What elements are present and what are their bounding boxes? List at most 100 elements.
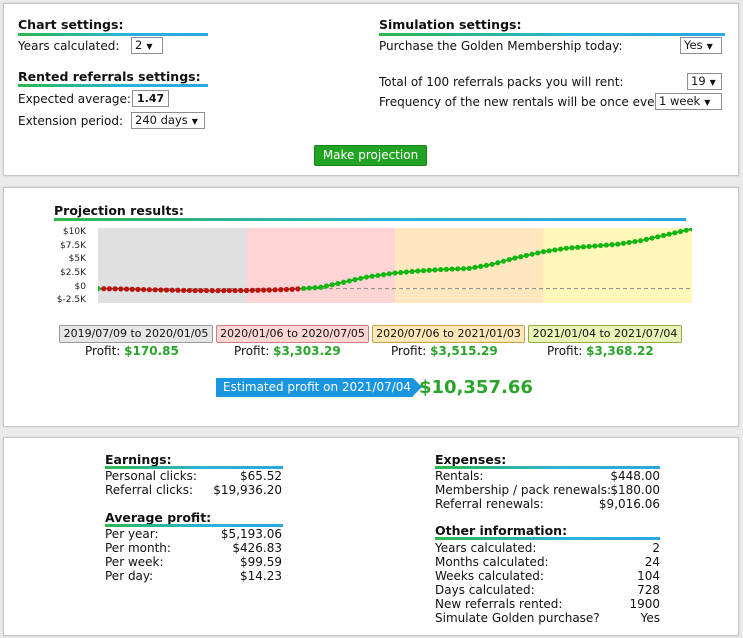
- data-point: [363, 274, 370, 280]
- extension-period-select[interactable]: 240 days ▼: [131, 112, 205, 129]
- data-point: [238, 287, 244, 294]
- data-point: [666, 231, 672, 237]
- data-point: [415, 268, 421, 274]
- stat-value: $14.23: [240, 569, 282, 583]
- stat-value: $180.00: [610, 483, 660, 497]
- data-point: [101, 286, 107, 292]
- average-profit-title: Average profit:: [105, 510, 212, 525]
- stat-value: $19,936.20: [213, 483, 282, 497]
- data-point: [98, 285, 101, 292]
- earnings-title: Earnings:: [105, 452, 172, 467]
- data-point: [209, 288, 215, 294]
- stat-value: Yes: [640, 611, 660, 625]
- expected-average-input[interactable]: 1.47: [132, 90, 170, 107]
- stat-value: 24: [644, 555, 660, 569]
- stat-value: $426.83: [232, 541, 282, 555]
- data-point: [329, 282, 335, 288]
- y-tick-label: $5K: [68, 254, 86, 264]
- stat-label: Weeks calculated:: [435, 569, 544, 583]
- data-point: [443, 266, 450, 272]
- period-profit-3: Profit: $3,515.29: [391, 344, 498, 358]
- chart-period-band: [395, 228, 544, 303]
- profit-label: Profit:: [85, 344, 121, 358]
- data-point: [689, 228, 692, 232]
- years-label: Years calculated:: [18, 39, 120, 53]
- extension-period-value: 240 days: [135, 113, 188, 127]
- data-point: [129, 286, 135, 292]
- data-point: [472, 264, 478, 270]
- stat-value: $99.59: [240, 555, 282, 569]
- data-point: [203, 287, 210, 294]
- data-point: [141, 286, 147, 293]
- data-point: [438, 266, 444, 273]
- other-info-title: Other information:: [435, 523, 568, 538]
- period-tab-2[interactable]: 2020/01/06 to 2020/07/05: [216, 325, 369, 343]
- golden-membership-select[interactable]: Yes ▼: [680, 37, 722, 54]
- data-point: [215, 288, 221, 294]
- data-point: [683, 228, 689, 233]
- data-point: [266, 287, 272, 293]
- data-point: [323, 283, 330, 289]
- data-point: [529, 251, 535, 257]
- data-point: [535, 250, 541, 256]
- data-point: [340, 279, 347, 285]
- data-point: [580, 244, 587, 250]
- data-point: [495, 260, 501, 266]
- period-tab-4[interactable]: 2021/01/04 to 2021/07/04: [528, 325, 682, 343]
- data-point: [123, 286, 130, 292]
- average-profit-underline: [105, 524, 283, 527]
- data-point: [198, 287, 204, 294]
- data-point: [489, 261, 495, 267]
- data-point: [255, 287, 261, 293]
- y-tick-label: $0: [74, 282, 86, 292]
- data-point: [375, 272, 381, 279]
- data-point: [221, 288, 227, 294]
- projection-title: Projection results:: [54, 203, 184, 218]
- y-tick-label: $2.5K: [60, 268, 86, 278]
- stat-label: Referral clicks:: [105, 483, 194, 497]
- data-point: [306, 285, 312, 291]
- data-point: [398, 269, 404, 276]
- stat-value: 104: [637, 569, 660, 583]
- data-point: [620, 240, 627, 246]
- data-point: [403, 269, 410, 275]
- data-point: [175, 287, 181, 293]
- data-point: [283, 286, 290, 293]
- expected-average-label: Expected average:: [18, 92, 131, 106]
- period-tab-3[interactable]: 2020/07/06 to 2021/01/03: [372, 325, 525, 343]
- packs-value: 19: [691, 74, 706, 88]
- data-point: [409, 268, 415, 275]
- estimated-profit-value: $10,357.66: [419, 377, 533, 398]
- stat-label: Per day:: [105, 569, 154, 583]
- period-tab-1[interactable]: 2019/07/09 to 2020/01/05: [59, 325, 213, 343]
- data-point: [301, 285, 307, 292]
- data-point: [455, 266, 461, 272]
- frequency-label: Frequency of the new rentals will be onc…: [379, 95, 670, 109]
- data-point: [518, 254, 524, 260]
- packs-select[interactable]: 19 ▼: [687, 73, 722, 90]
- projection-underline: [54, 218, 686, 221]
- chevron-down-icon: ▼: [146, 42, 153, 51]
- data-point: [460, 266, 467, 272]
- chevron-down-icon: ▼: [191, 117, 198, 126]
- frequency-select[interactable]: 1 week ▼: [655, 93, 722, 110]
- chevron-down-icon: ▼: [709, 78, 716, 87]
- golden-membership-value: Yes: [684, 38, 703, 52]
- data-point: [558, 246, 564, 252]
- stat-value: $9,016.06: [598, 497, 660, 511]
- stat-label: Rentals:: [435, 469, 484, 483]
- data-point: [135, 286, 141, 292]
- data-point: [626, 239, 632, 246]
- data-point: [478, 263, 484, 269]
- stat-label: Simulate Golden purchase?: [435, 611, 600, 625]
- make-projection-button[interactable]: Make projection: [314, 145, 427, 166]
- chart-settings-title: Chart settings:: [18, 17, 124, 32]
- frequency-value: 1 week: [659, 94, 701, 108]
- data-point: [598, 242, 604, 249]
- period-profit-4: Profit: $3,368.22: [547, 344, 654, 358]
- data-point: [243, 287, 250, 294]
- years-select[interactable]: 2 ▼: [131, 37, 163, 54]
- stat-value: $5,193.06: [220, 527, 282, 541]
- data-point: [420, 268, 427, 274]
- years-select-value: 2: [135, 38, 143, 52]
